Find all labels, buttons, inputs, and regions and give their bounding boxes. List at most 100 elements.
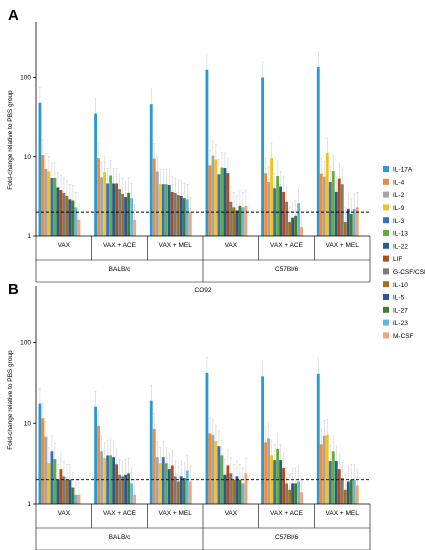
panel-b-category-label: VAX + ACE [103,510,137,517]
panel-a-bar [270,158,274,236]
panel-a-bar [109,175,113,236]
panel-b-bar [176,481,180,504]
panel-a-bar [38,102,42,236]
legend-swatch [383,242,389,249]
panel-b-bar [325,434,329,504]
panel-b-bar [211,434,215,504]
panel-a-bar [325,152,329,236]
panel-a: A Fold-change relative to PBS group 1101… [7,7,371,294]
panel-b-bar [346,481,350,504]
panel-b-bar [322,435,326,504]
panel-b-bar [38,403,42,504]
panel-a-bar [130,198,134,236]
panel-b-category-label: VAX + ACE [270,510,304,517]
panel-b-bar [115,464,119,504]
panel-b-bar [164,463,168,504]
panel-b-bar [232,479,236,504]
panel-b-bar [319,444,323,504]
legend-label: IL-10 [393,282,408,289]
panel-a-bar [59,190,63,236]
panel-b-bar [205,372,209,504]
panel-b-bar [133,494,137,504]
panel-a-category-label: VAX + ACE [270,242,304,249]
legend: IL-17A IL-4 IL-2 IL-9 IL-3 IL-13 IL-22 LIF G-CSF… [383,166,425,340]
panel-b-bar [316,373,320,504]
panel-b-bar [179,476,183,504]
panel-b-bar [300,492,304,504]
panel-b-y-tick-label: 10 [24,420,32,427]
panel-b-bar [127,473,131,504]
legend-label: IL-3 [393,218,405,225]
panel-a-bar [62,192,66,236]
panel-a-bar [316,67,320,236]
panel-b-bar [59,469,63,504]
panel-a-bar [50,177,54,236]
panel-a-bar [44,168,48,236]
panel-a-bar [349,213,353,236]
panel-b-bar [130,483,134,504]
panel-a-bar [152,158,156,236]
legend-swatch [383,230,389,236]
panel-b-bar [149,400,153,504]
panel-b-bar [352,479,356,504]
panel-b-bar [223,474,227,504]
panel-a-bar [337,178,341,236]
panel-b-category-label: VAX [58,510,71,517]
panel-a-bar [328,181,332,236]
panel-a-bar [167,184,171,236]
legend-label: IL-27 [393,307,408,314]
panel-a-bar [297,203,301,236]
panel-b-bar [331,451,335,504]
panel-a-bar [319,173,323,236]
panel-b-category-label: VAX [225,510,238,517]
panel-a-bar [343,222,347,236]
panel-a-bottom-label: CO92 [195,287,212,294]
panel-b-bar [343,489,347,504]
panel-a-bar [241,207,245,236]
panel-a-bar [208,165,212,236]
panel-a-bar [244,205,248,236]
panel-a-bar [291,217,295,236]
panel-b-bar [170,465,174,504]
panel-b-bar [229,473,233,504]
panel-a-bar [188,212,192,236]
panel-b-bar [161,457,165,504]
panel-a-bar [164,184,168,236]
panel-b-bar [167,469,171,504]
panel-a-bar [77,219,81,236]
panel-b-bar [244,473,248,504]
panel-b-bar [121,476,125,504]
panel-a-y-tick-label: 100 [20,75,31,82]
panel-b-bar [124,474,128,504]
legend-label: LIF [393,256,402,263]
panel-a-bar [261,77,265,236]
panel-b-bar [56,479,60,504]
panel-b-bar [328,461,332,504]
panel-b-bar [112,457,116,504]
legend-swatch [383,178,389,185]
panel-b-y-axis-label: Fold-change relative to PBS group [7,350,14,450]
legend-label: IL-13 [393,231,408,238]
legend-swatch [383,166,389,172]
panel-b-bar [279,460,283,504]
panel-a-bar [235,210,239,236]
panel-a-bar [106,183,110,236]
panel-a-bar [182,198,186,236]
panel-b-y-tick-label: 1 [27,501,31,508]
panel-b-bar [74,494,78,504]
panel-b-bar [297,481,301,504]
panel-b-category-label: VAX + MEL [326,510,360,517]
panel-a-bar [276,176,280,236]
panel-b-bar [337,469,341,504]
panel-b: B Fold-change relative to PBS group 1101… [7,281,371,550]
panel-b-bar [188,481,192,504]
panel-b-bar [340,477,344,504]
panel-b-bar [235,476,239,504]
panel-a-y-tick-label: 10 [24,154,32,161]
legend-label: IL-23 [393,320,408,327]
panel-a-bar [229,201,233,236]
panel-a-bar [155,171,159,236]
panel-b-bar [334,461,338,504]
panel-b-group-label: BALB/c [109,534,131,541]
panel-b-bar [53,459,57,504]
